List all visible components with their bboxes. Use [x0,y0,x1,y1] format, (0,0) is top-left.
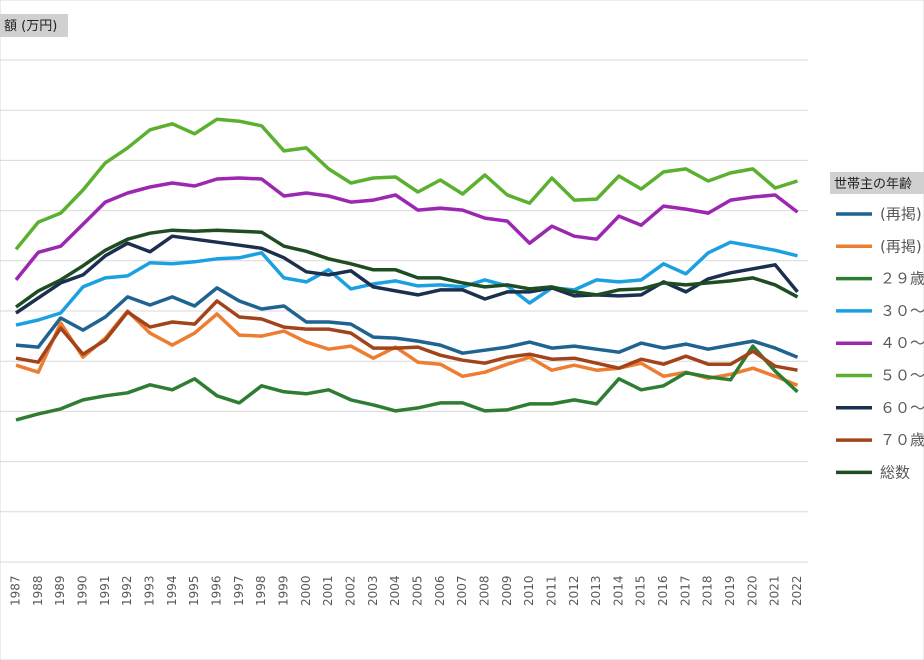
x-tick-label: 2001 [321,575,335,606]
legend-label: ５０～ [880,367,924,385]
x-tick-label: 2008 [477,575,491,606]
x-tick-label: 2000 [299,575,313,606]
x-tick-label: 2013 [589,575,603,606]
legend-label: 総数 [880,463,910,481]
x-tick-label: 2006 [433,575,447,606]
x-tick-label: 1992 [120,575,134,606]
x-tick-label: 2021 [768,575,782,606]
legend-label: ３０～ [880,302,924,320]
series-line [14,228,799,309]
x-tick-label: 1997 [232,575,246,606]
series-line [14,176,799,281]
x-tick-label: 2022 [790,575,804,606]
legend-label: (再掲) [880,237,922,255]
x-tick-label: 2012 [567,575,581,606]
x-tick-label: 1993 [142,575,156,606]
x-tick-label: 2017 [678,575,692,606]
legend-label: ４０～ [880,334,924,352]
series-line [15,240,798,327]
series-line [15,286,799,359]
x-tick-label: 2002 [343,575,357,606]
x-tick-label: 2003 [366,575,380,606]
x-tick-label: 2007 [455,575,469,606]
x-tick-label: 1994 [165,575,179,606]
x-tick-label: 2015 [634,575,648,606]
legend-label: (再掲) [880,205,922,223]
title-box [0,14,68,37]
x-tick-label: 1989 [53,575,67,606]
x-tick-label: 2005 [410,575,424,606]
x-tick-label: 1999 [276,575,290,606]
x-tick-label: 2014 [611,575,625,606]
x-tick-label: 2009 [500,575,514,606]
x-tick-label: 2018 [701,575,715,606]
x-tick-label: 1987 [9,575,23,606]
x-tick-label: 1996 [209,575,223,606]
series-line [14,117,799,251]
x-tick-label: 2016 [656,575,670,606]
x-tick-label: 2004 [388,575,402,606]
x-tick-label: 2011 [544,575,558,606]
series-line [15,299,798,372]
legend-title: 世帯主の年齢 [834,177,912,192]
x-tick-label: 1998 [254,575,268,606]
legend-label: ７０歳 [880,431,924,449]
series-line [15,344,799,422]
x-tick-label: 2010 [522,575,536,606]
x-tick-label: 2020 [745,575,759,606]
x-tick-label: 1988 [31,575,45,606]
legend-label: ６０～ [880,399,924,417]
series-line [15,309,799,387]
x-tick-label: 1990 [75,575,89,606]
x-tick-label: 1995 [187,575,201,606]
x-tick-label: 2019 [723,575,737,606]
x-tick-label: 1991 [98,575,112,606]
legend-title-box [830,172,924,194]
legend-label: ２９歳 [880,270,924,288]
chart-title: 額 (万円) [4,19,57,34]
